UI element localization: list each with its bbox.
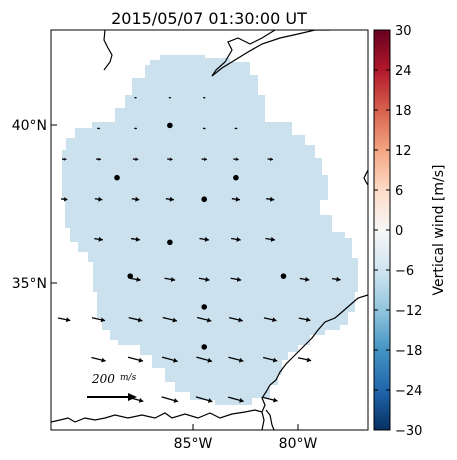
- map-area: 200 m/s: [51, 30, 368, 430]
- wind-vector: [331, 276, 341, 282]
- colorbar-tick-label: 18: [395, 104, 412, 119]
- station-marker: [233, 174, 239, 181]
- wind-vector: [134, 127, 137, 130]
- wind-vector: [62, 157, 67, 161]
- wind-vector: [298, 317, 311, 323]
- wind-vector: [202, 127, 206, 130]
- wind-vector: [161, 396, 179, 403]
- colorbar-tick-label: −18: [395, 344, 422, 359]
- chart-title: 2015/05/07 01:30:00 UT: [111, 9, 307, 28]
- wind-vector: [164, 277, 176, 282]
- wind-vector: [228, 356, 244, 363]
- colorbar-tick-label: −30: [395, 424, 422, 439]
- scale-vector-value: 200: [91, 372, 115, 386]
- wind-vector: [165, 196, 175, 202]
- station-marker: [167, 239, 173, 246]
- wind-vector: [60, 196, 68, 202]
- wind-vector: [267, 157, 273, 162]
- wind-vector: [91, 317, 106, 323]
- wind-vector: [265, 236, 276, 242]
- wind-vector: [233, 157, 239, 162]
- wind-vector: [297, 357, 312, 363]
- wind-vector: [228, 317, 243, 323]
- atlantic-coastline: [363, 169, 368, 186]
- map-axes-frame: [50, 29, 369, 431]
- wind-vector: [231, 236, 241, 242]
- lake-michigan-shore-outline: [103, 30, 113, 71]
- wind-vector: [57, 317, 71, 323]
- florida-gulf-coast: [265, 409, 275, 430]
- colorbar-tick-label: −6: [395, 264, 414, 279]
- y-tick-label-40n: 40°N: [12, 118, 47, 134]
- wind-vector: [128, 317, 143, 323]
- wind-vectors: [57, 96, 341, 403]
- wind-vector: [227, 396, 244, 403]
- wind-vector: [130, 276, 141, 282]
- colorbar-ticks: 30 24 18 12 6 0 −6 −12 −18 −24 −30: [374, 24, 422, 439]
- scale-vector-units: m/s: [120, 373, 137, 383]
- wind-vector: [263, 317, 277, 323]
- colorbar-tick-label: 24: [395, 64, 412, 79]
- station-marker: [167, 122, 173, 129]
- x-tick-label-80w: 80°W: [279, 436, 318, 452]
- colorbar-tick-label: 0: [395, 224, 403, 239]
- wind-vector: [230, 277, 242, 282]
- scale-vector: 200 m/s: [87, 372, 137, 401]
- wind-vector: [162, 316, 178, 323]
- wind-vector: [266, 196, 275, 202]
- wind-vector: [97, 127, 100, 130]
- southeast-coastline: [261, 294, 368, 430]
- station-marker: [201, 196, 208, 203]
- wind-vector: [263, 356, 278, 363]
- wind-vector: [94, 196, 103, 202]
- lake-erie-north-shore-outline: [211, 30, 276, 77]
- y-tick-label-35n: 35°N: [12, 276, 47, 292]
- wind-vector: [196, 316, 212, 323]
- axis-ticks: [51, 124, 299, 430]
- gulf-coastline: [51, 409, 263, 423]
- wind-vector: [134, 96, 137, 99]
- colorbar-tick-label: 30: [395, 24, 412, 39]
- wind-vector: [96, 157, 101, 161]
- scale-vector-arrowhead: [128, 393, 137, 401]
- wind-vector: [168, 96, 171, 99]
- wind-vector: [299, 276, 310, 282]
- wind-vector: [198, 277, 210, 282]
- colorbar-tick-label: 6: [395, 184, 403, 199]
- station-marker: [280, 273, 287, 279]
- wind-vector: [131, 196, 140, 202]
- colorbar-tick-label: −24: [395, 384, 422, 399]
- wind-vector: [195, 396, 213, 403]
- x-tick-label-85w: 85°W: [174, 436, 213, 452]
- wind-vector: [196, 356, 213, 363]
- colorbar-label: Vertical wind [m/s]: [431, 165, 447, 296]
- station-markers: [114, 122, 287, 350]
- wind-vector: [262, 396, 278, 403]
- wind-vector: [94, 236, 103, 242]
- wind-vector: [234, 127, 238, 130]
- wind-vector: [201, 157, 207, 162]
- wind-vector: [203, 96, 206, 99]
- wind-vector: [167, 157, 173, 162]
- wind-vector: [199, 236, 210, 242]
- wind-vector: [132, 157, 139, 162]
- station-marker: [127, 273, 134, 279]
- station-marker: [201, 344, 208, 350]
- colorbar-tick-label: 12: [395, 144, 412, 159]
- wind-vector: [130, 236, 141, 242]
- coverage-region: [62, 55, 358, 405]
- wind-vector: [231, 196, 241, 202]
- coastlines: [51, 30, 368, 430]
- colorbar-tick-label: −12: [395, 304, 422, 319]
- wind-vector: [161, 356, 178, 363]
- station-marker: [114, 174, 120, 181]
- station-marker: [201, 304, 208, 310]
- lake-erie-shore-outline: [211, 30, 330, 77]
- wind-vector: [127, 356, 144, 363]
- wind-vector: [91, 356, 106, 363]
